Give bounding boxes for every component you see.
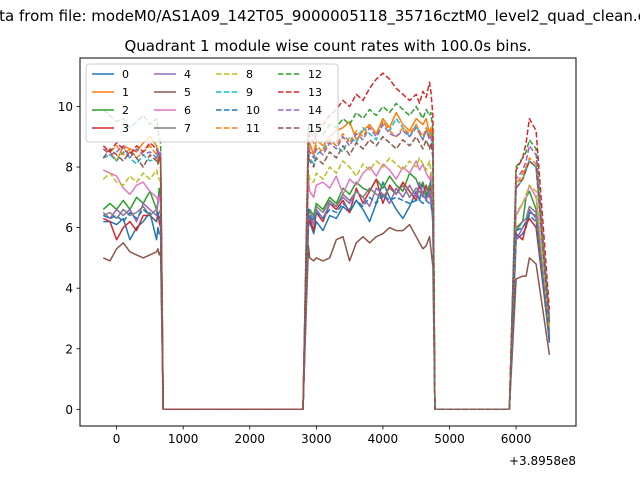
legend-label-12: 12 (308, 68, 322, 81)
x-tick-label: 4000 (368, 432, 399, 446)
legend-box (85, 63, 339, 143)
y-tick-label: 2 (65, 342, 73, 356)
x-tick-label: 6000 (501, 432, 532, 446)
series-line-15 (102, 135, 551, 411)
legend-label-14: 14 (308, 104, 322, 117)
chart-title: Quadrant 1 module wise count rates with … (124, 37, 531, 55)
legend-label-3: 3 (122, 122, 129, 135)
series-line-11 (102, 120, 551, 411)
legend-label-6: 6 (184, 104, 191, 117)
figure-suptitle: Data from file: modeM0/AS1A09_142T05_900… (0, 7, 640, 26)
x-tick-label: 1000 (168, 432, 199, 446)
y-axis: 0 2 4 6 8 10 (58, 100, 80, 417)
y-tick-label: 0 (65, 403, 73, 417)
y-tick-label: 4 (65, 282, 73, 296)
series-line-10 (102, 193, 551, 411)
y-tick-label: 6 (65, 221, 73, 235)
x-tick-label: 5000 (434, 432, 465, 446)
y-tick-label: 10 (58, 100, 73, 114)
x-tick-label: 3000 (301, 432, 332, 446)
legend-label-5: 5 (184, 86, 191, 99)
legend-label-13: 13 (308, 86, 322, 99)
x-axis: 0 1000 2000 3000 4000 5000 6000 (113, 426, 532, 446)
x-offset-label: +3.8958e8 (509, 454, 576, 468)
legend-label-7: 7 (184, 122, 191, 135)
legend-label-10: 10 (246, 104, 260, 117)
legend-label-2: 2 (122, 104, 129, 117)
series-line-13 (102, 72, 551, 411)
x-tick-label: 0 (113, 432, 121, 446)
legend-label-9: 9 (246, 86, 253, 99)
axes-frame (79, 57, 577, 427)
x-tick-label: 2000 (234, 432, 265, 446)
legend-label-15: 15 (308, 122, 322, 135)
series-layer (102, 72, 551, 411)
legend-label-1: 1 (122, 86, 129, 99)
legend-label-11: 11 (246, 122, 260, 135)
legend-label-8: 8 (246, 68, 253, 81)
series-line-14 (102, 123, 551, 411)
legend-label-4: 4 (184, 68, 191, 81)
legend-label-0: 0 (122, 68, 129, 81)
y-tick-label: 8 (65, 161, 73, 175)
